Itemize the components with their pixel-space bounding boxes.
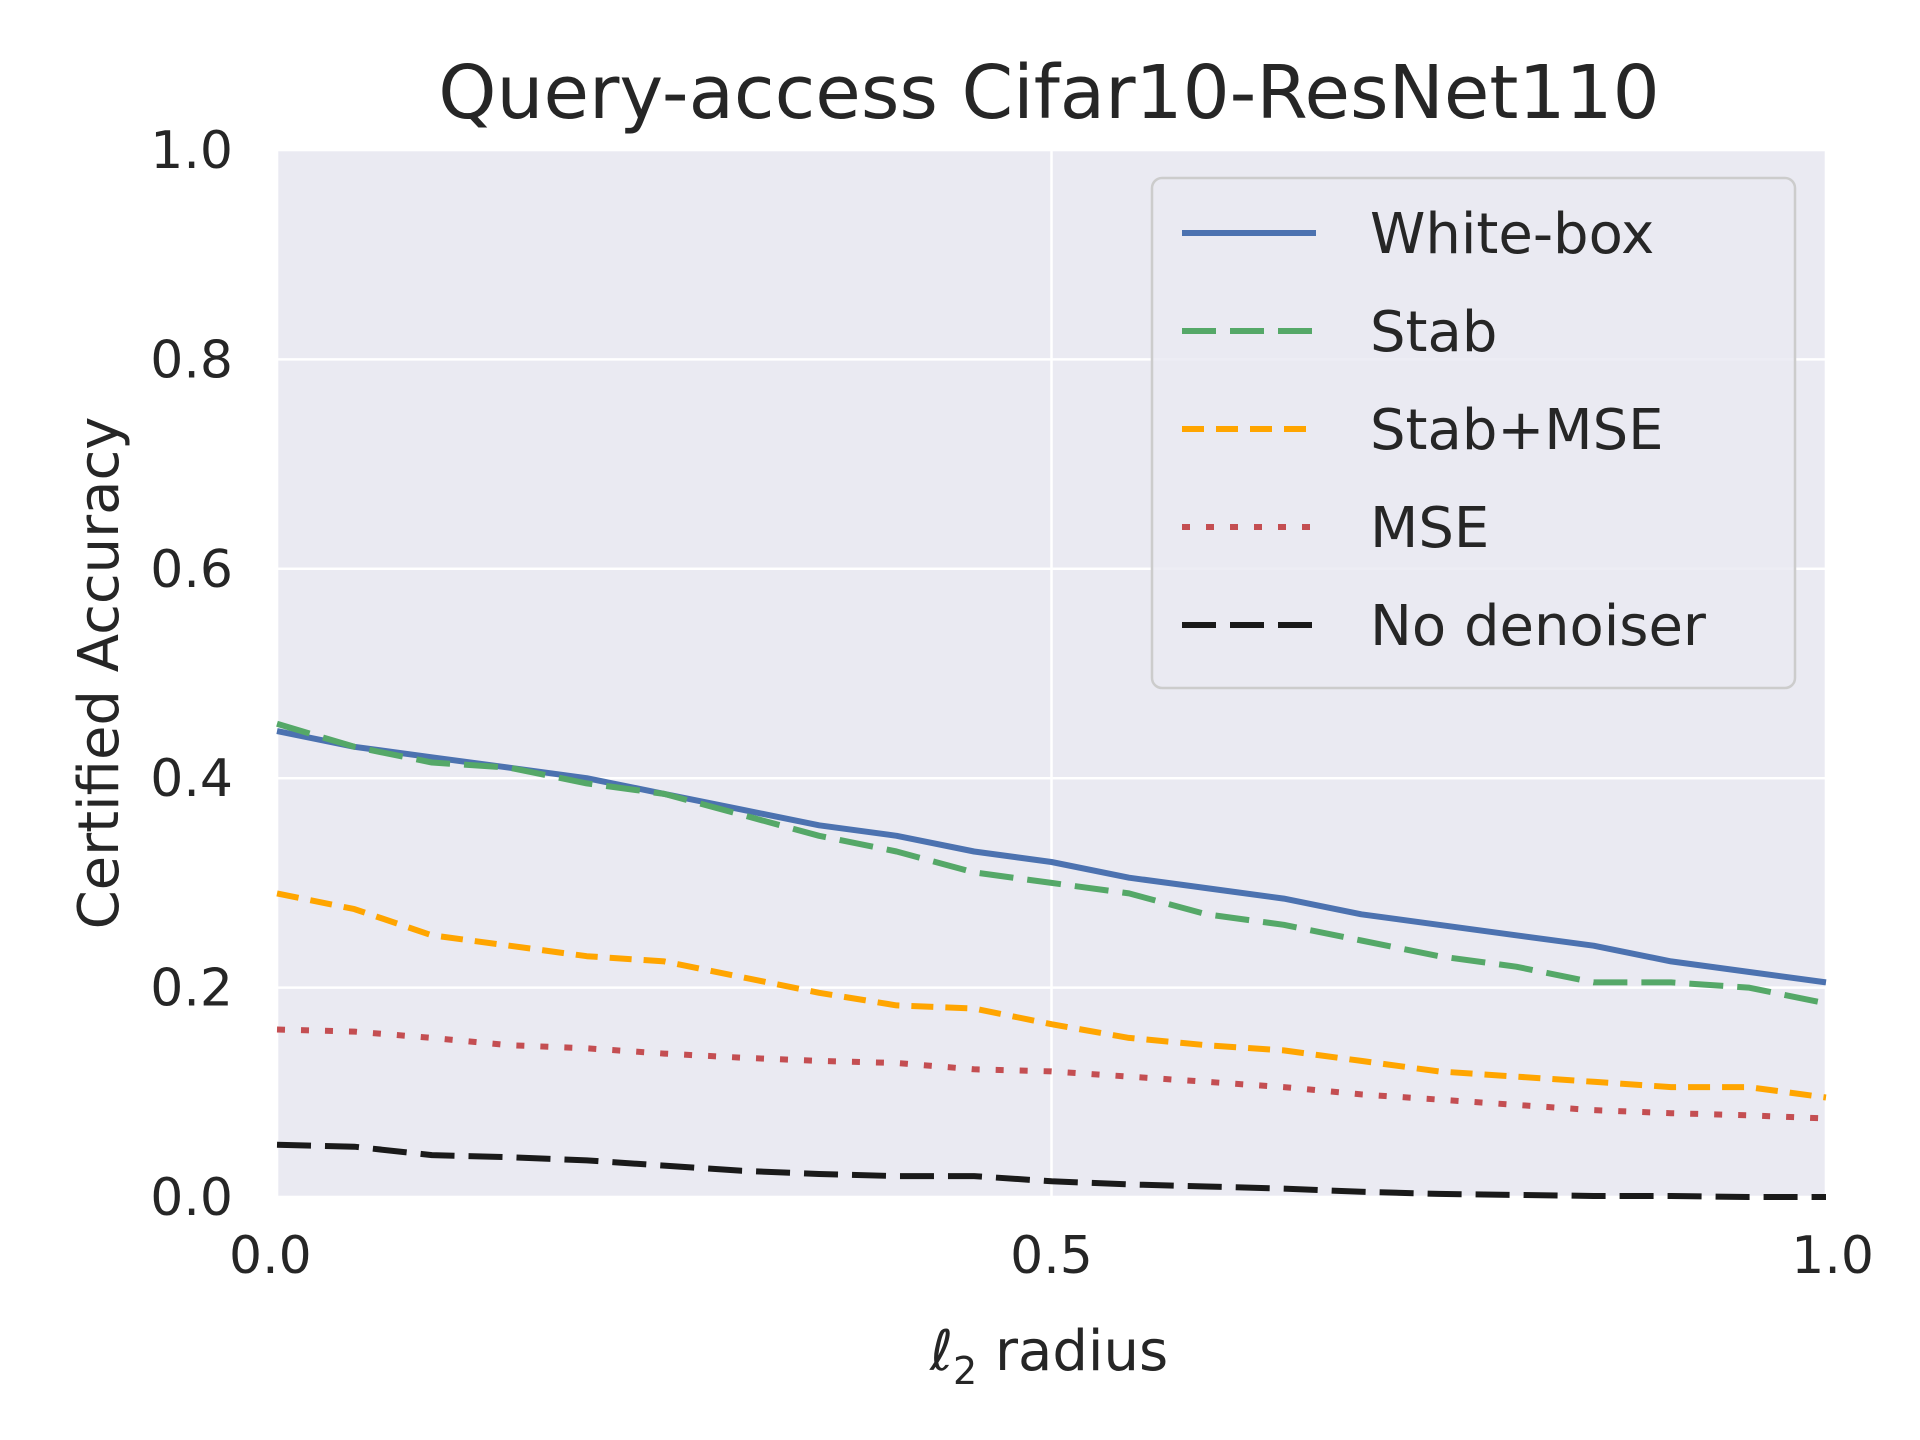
y-tick-label: 1.0	[150, 121, 233, 181]
series-line	[276, 1026, 1827, 1122]
series-lines	[276, 720, 1827, 1200]
x-axis-label-subscript: 2	[953, 1349, 977, 1393]
chart-title: Query-access Cifar10-ResNet110	[438, 50, 1659, 136]
y-tick-label: 0.2	[150, 959, 233, 1019]
x-axis-label: ℓ2 radius	[929, 1319, 1168, 1393]
x-axis-label-text: radius	[977, 1319, 1168, 1384]
x-tick-label: 0.0	[229, 1226, 312, 1286]
series-line	[276, 720, 1827, 1007]
y-tick-label: 0.6	[150, 540, 233, 600]
x-tick-labels: 0.0 0.5 1.0	[229, 1226, 1874, 1286]
legend-label: No denoiser	[1370, 594, 1707, 659]
legend-label: Stab+MSE	[1370, 398, 1664, 463]
legend-label: Stab	[1370, 300, 1497, 365]
x-tick-label: 1.0	[1791, 1226, 1874, 1286]
y-tick-labels: 0.0 0.2 0.4 0.6 0.8 1.0	[150, 121, 233, 1228]
legend-items: White-box Stab Stab+MSE MSE No denoiser	[1182, 202, 1707, 659]
x-axis-label-symbol: ℓ	[929, 1319, 953, 1384]
legend-box	[1150, 176, 1797, 690]
y-axis-label: Certified Accuracy	[67, 417, 132, 930]
y-tick-label: 0.0	[150, 1168, 233, 1228]
legend-label: White-box	[1370, 202, 1654, 267]
series-line	[276, 1141, 1826, 1200]
legend: White-box Stab Stab+MSE MSE No denoiser	[1150, 176, 1797, 690]
y-tick-label: 0.4	[150, 749, 233, 809]
legend-label: MSE	[1370, 496, 1489, 561]
x-tick-label: 0.5	[1010, 1226, 1093, 1286]
y-tick-label: 0.8	[150, 330, 233, 390]
series-line	[276, 890, 1827, 1101]
